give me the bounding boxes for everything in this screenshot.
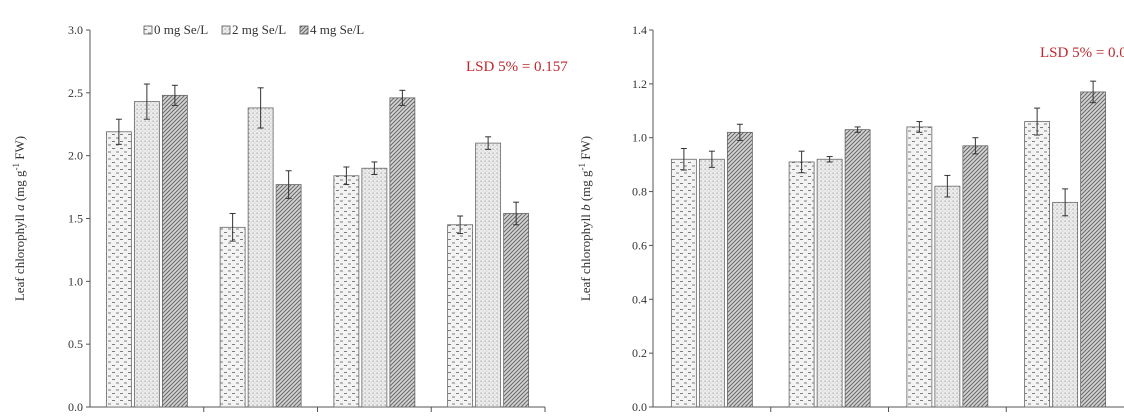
lsd-annotation: LSD 5% = 0.056 <box>1040 45 1124 61</box>
error-bar <box>826 156 833 163</box>
y-tick-label: 2.0 <box>68 149 83 163</box>
y-tick-label: 1.0 <box>632 131 647 145</box>
y-tick-label: 1.4 <box>632 23 647 37</box>
legend-item: 4 mg Se/L <box>299 22 364 37</box>
y-axis-label: Leaf chlorophyll a (mg g-1 FW) <box>11 136 27 301</box>
bar-2-mg-se-l <box>1052 201 1079 408</box>
error-bar <box>513 201 520 226</box>
bar-4-mg-se-l <box>275 184 302 408</box>
legend-item: 0 mg Se/L <box>143 22 208 37</box>
legend-swatch <box>299 25 309 35</box>
legend-label: 0 mg Se/L <box>154 22 208 37</box>
error-bar <box>343 166 350 186</box>
error-bar <box>798 150 805 174</box>
y-tick-label: 0.6 <box>632 238 647 252</box>
y-axis-label: Leaf chlorophyll b (mg g-1 FW) <box>577 136 593 301</box>
error-bar <box>680 147 687 171</box>
error-bar <box>736 123 743 141</box>
error-bar <box>171 84 178 106</box>
error-bar <box>972 137 979 155</box>
y-tick-label: 2.5 <box>68 86 83 100</box>
y-tick-label: 0.2 <box>632 346 647 360</box>
lsd-annotation: LSD 5% = 0.157 <box>466 59 568 75</box>
chart-panel-1: 0.0 0.5 1.0 1.5 2.0 2.5 3.0 Leaf chlorophyll a … <box>11 22 568 414</box>
legend-swatch <box>221 25 231 35</box>
bar-4-mg-se-l <box>1080 91 1107 408</box>
legend-label: 4 mg Se/L <box>310 22 364 37</box>
bar-0-mg-se-l <box>906 126 933 408</box>
bar-4-mg-se-l <box>503 213 530 408</box>
y-tick-label: 1.5 <box>68 212 83 226</box>
bar-2-mg-se-l <box>361 167 388 408</box>
y-tick-label: 0.0 <box>632 400 647 414</box>
error-bar <box>143 83 150 120</box>
bar-4-mg-se-l <box>389 97 416 408</box>
y-tick-label: 0.4 <box>632 292 647 306</box>
error-bar <box>229 212 236 242</box>
bar-2-mg-se-l <box>475 142 502 408</box>
error-bar <box>399 89 406 106</box>
y-tick-label: 3.0 <box>68 23 83 37</box>
legend: 0 mg Se/L 2 mg Se/L 4 mg Se/L <box>143 22 364 37</box>
error-bar <box>285 170 292 199</box>
error-bar <box>115 118 122 145</box>
bar-2-mg-se-l <box>816 158 843 408</box>
bar-0-mg-se-l <box>788 161 815 408</box>
bar-2-mg-se-l <box>934 185 961 408</box>
error-bar <box>457 215 464 235</box>
bar-4-mg-se-l <box>844 129 871 408</box>
bar-4-mg-se-l <box>962 145 989 408</box>
error-bar <box>916 121 923 133</box>
bar-2-mg-se-l <box>133 101 160 408</box>
bar-0-mg-se-l <box>105 131 132 408</box>
error-bar <box>944 174 951 198</box>
y-tick-label: 0.8 <box>632 185 647 199</box>
bar-2-mg-se-l <box>247 107 274 408</box>
error-bar <box>485 136 492 150</box>
legend-label: 2 mg Se/L <box>232 22 286 37</box>
error-bar <box>257 87 264 129</box>
bar-2-mg-se-l <box>698 158 725 408</box>
y-tick-label: 0.0 <box>68 400 83 414</box>
bar-4-mg-se-l <box>161 94 188 408</box>
legend-item: 2 mg Se/L <box>221 22 286 37</box>
error-bar <box>1090 80 1097 104</box>
error-bar <box>1034 107 1041 136</box>
error-bar <box>1062 188 1069 217</box>
bar-0-mg-se-l <box>1024 121 1051 408</box>
bar-0-mg-se-l <box>670 158 697 408</box>
legend-swatch <box>143 25 153 35</box>
y-tick-label: 0.5 <box>68 337 83 351</box>
y-tick-label: 1.0 <box>68 274 83 288</box>
bar-0-mg-se-l <box>219 226 246 408</box>
error-bar <box>708 150 715 168</box>
chart-panel-2: 0.0 0.2 0.4 0.6 0.8 1.0 1.2 1.4 Leaf chlorophyll… <box>577 23 1124 414</box>
error-bar <box>854 126 861 133</box>
bar-4-mg-se-l <box>726 131 753 408</box>
y-tick-label: 1.2 <box>632 77 647 91</box>
bar-0-mg-se-l <box>333 175 360 408</box>
bar-0-mg-se-l <box>447 224 474 408</box>
error-bar <box>371 161 378 176</box>
